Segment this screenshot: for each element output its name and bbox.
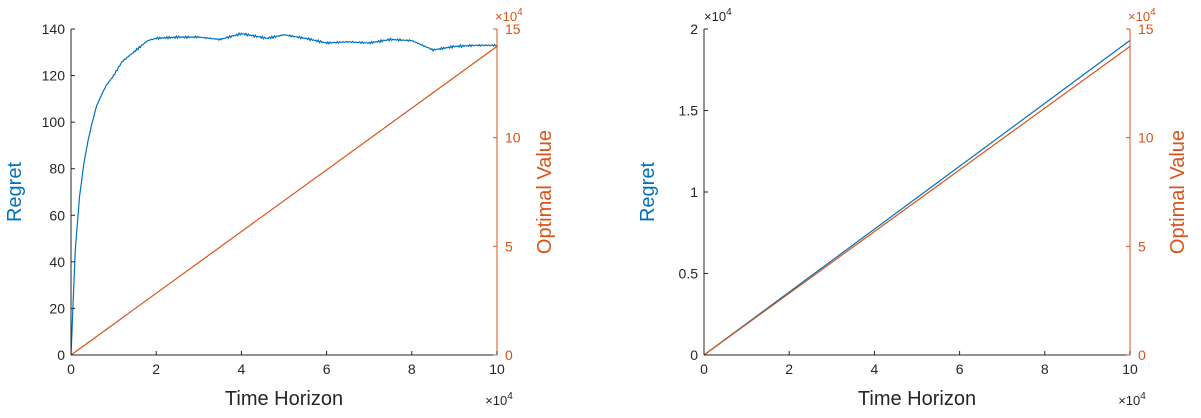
panel-2-x-tick-label: 2	[785, 361, 793, 377]
panel-1-x-tick-label: 2	[152, 361, 160, 377]
panel-1-left-y-tick-label: 20	[49, 300, 65, 316]
panel-1-x-axis-label: Time Horizon	[225, 388, 343, 410]
panel-1-left-y-tick-label: 0	[57, 347, 65, 363]
panel-2-right-y-tick-label: 0	[1138, 347, 1146, 363]
panel-1-x-tick-label: 10	[489, 361, 505, 377]
panel-2-left-y-axis-label: Regret	[637, 162, 659, 222]
panel-2-series-1-line	[704, 40, 1130, 355]
panel-2-x-tick-label: 6	[956, 361, 964, 377]
panel-1-right-y-tick-label: 5	[505, 238, 513, 254]
panel-1-left-y-tick-label: 60	[49, 207, 65, 223]
panel-1-left-y-axis-label: Regret	[4, 162, 26, 222]
panel-1-left-y-tick-label: 100	[42, 114, 66, 130]
panel-2-left-y-tick-label: 1.5	[679, 103, 699, 119]
panel-2-x-tick-label: 10	[1122, 361, 1138, 377]
panel-2-x-multiplier: ×104	[1118, 391, 1146, 408]
panel-1-x-tick-label: 6	[323, 361, 331, 377]
panel-1-left-y-tick-label: 80	[49, 161, 65, 177]
panel-1-left-y-tick-label: 40	[49, 254, 65, 270]
panel-1-x-tick-label: 4	[238, 361, 246, 377]
panel-2-left-y-tick-label: 2	[690, 21, 698, 37]
panel-1-x-tick-label: 8	[408, 361, 416, 377]
panel-2-series-2-line	[704, 46, 1130, 355]
panel-1-right-y-tick-label: 0	[505, 347, 513, 363]
panel-1-left-y-tick-label: 140	[42, 21, 66, 37]
panel-2-left-y-multiplier: ×104	[704, 7, 732, 24]
panel-1-x-tick-label: 0	[67, 361, 75, 377]
panel-2-x-tick-label: 0	[700, 361, 708, 377]
panel-2-right-y-tick-label: 5	[1138, 238, 1146, 254]
panel-1-x-multiplier: ×104	[485, 391, 513, 408]
panel-2-right-y-axis-label: Optimal Value	[1167, 130, 1189, 254]
panel-1-right-y-axis-label: Optimal Value	[534, 130, 556, 254]
panel-1-series-2-line	[71, 46, 497, 355]
panel-2-x-tick-label: 4	[871, 361, 879, 377]
panel-1-left-y-tick-label: 120	[42, 68, 66, 84]
panel-1-series-1-line	[71, 33, 497, 355]
panel-2-left-y-tick-label: 1	[690, 184, 698, 200]
panel-2-left-y-tick-label: 0.5	[679, 266, 699, 282]
panel-2-right-y-tick-label: 10	[1138, 130, 1154, 146]
panel-2-left-y-tick-label: 0	[690, 347, 698, 363]
panel-1-right-y-tick-label: 10	[505, 130, 521, 146]
panel-2-x-axis-label: Time Horizon	[858, 388, 976, 410]
panel-2-x-tick-label: 8	[1041, 361, 1049, 377]
